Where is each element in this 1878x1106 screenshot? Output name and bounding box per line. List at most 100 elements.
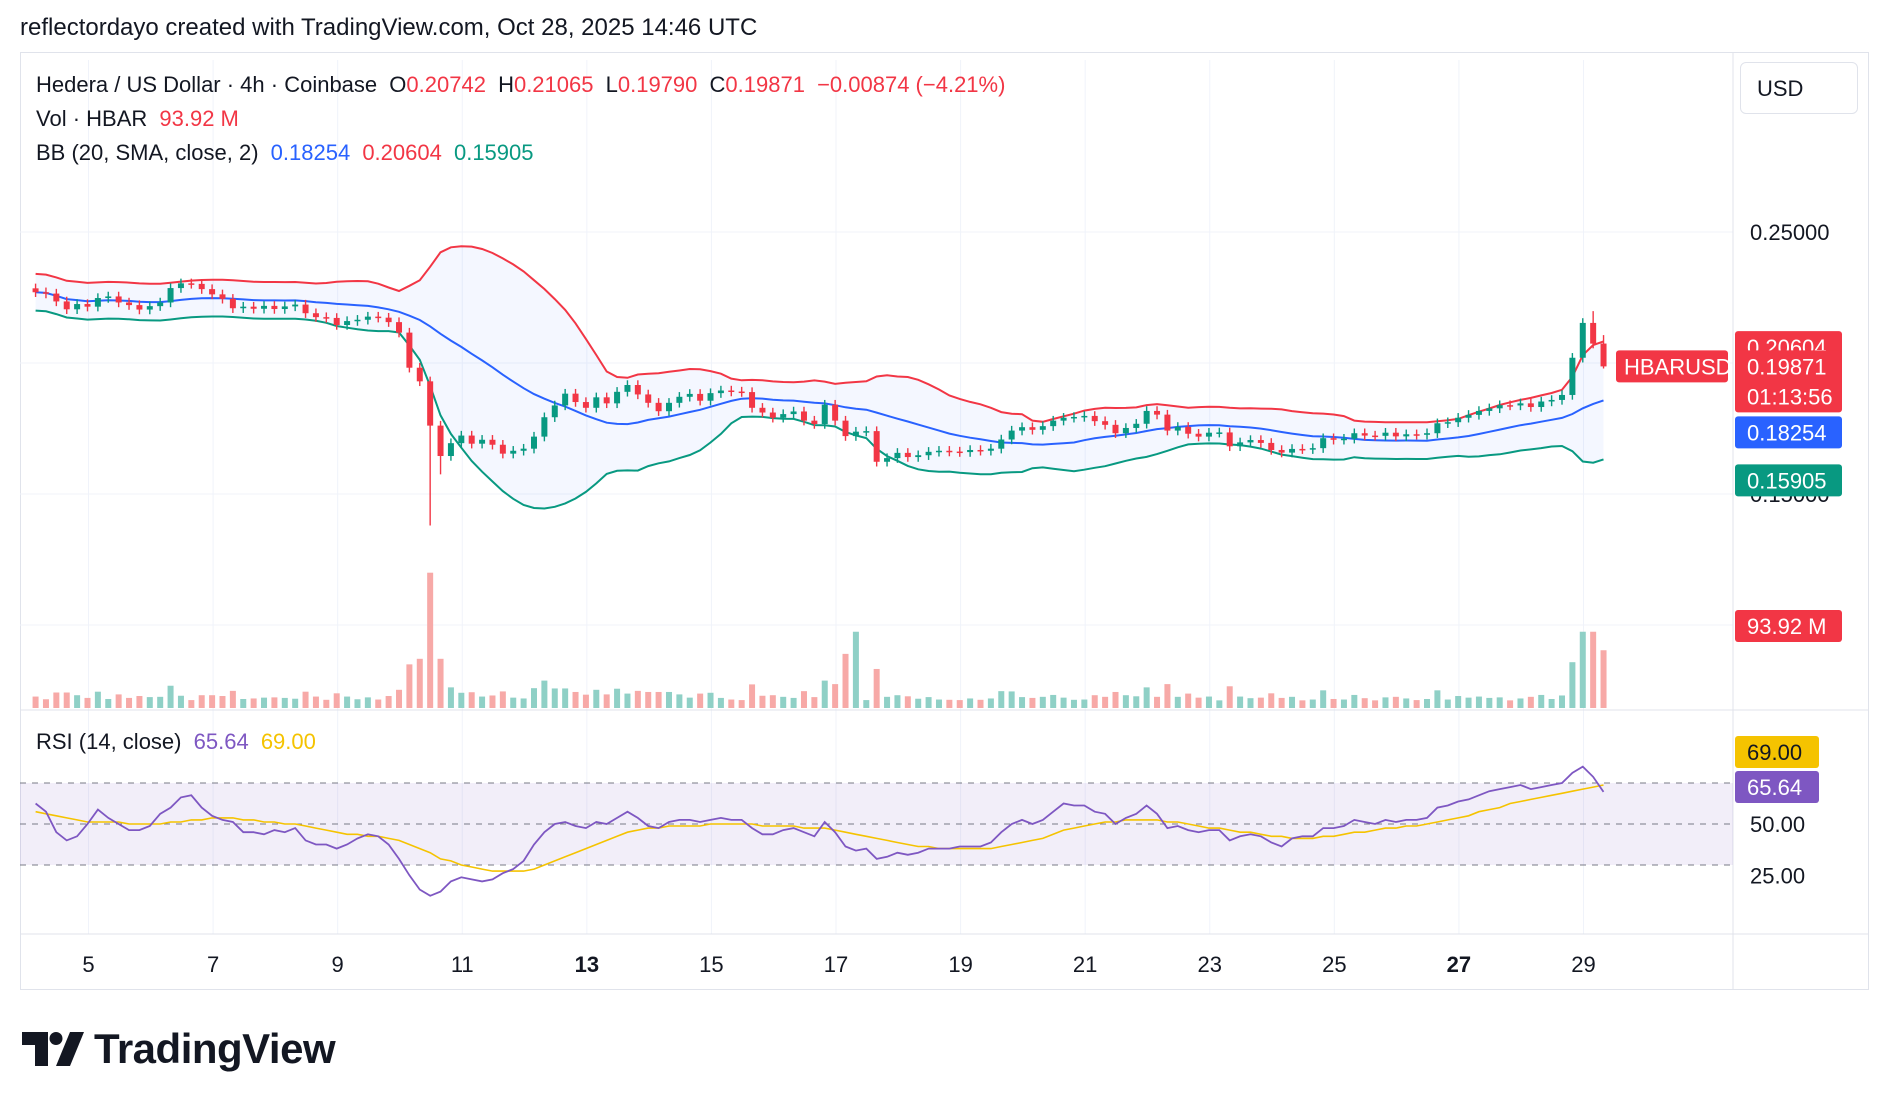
- candle-body[interactable]: [1320, 438, 1327, 449]
- candle-body[interactable]: [1268, 442, 1275, 450]
- candle-body[interactable]: [1413, 434, 1420, 436]
- legend-vol-label[interactable]: Vol · HBAR: [36, 106, 148, 131]
- candle-body[interactable]: [603, 397, 610, 404]
- candle-body[interactable]: [1372, 435, 1379, 438]
- candle-body[interactable]: [665, 402, 672, 412]
- candle-body[interactable]: [209, 289, 216, 295]
- candle-body[interactable]: [146, 306, 153, 310]
- candle-body[interactable]: [530, 436, 537, 449]
- candle-body[interactable]: [1174, 426, 1181, 431]
- candle-body[interactable]: [344, 321, 351, 326]
- candle-body[interactable]: [1205, 432, 1212, 437]
- candle-body[interactable]: [94, 298, 101, 307]
- candle-body[interactable]: [1559, 394, 1566, 400]
- candle-body[interactable]: [126, 302, 133, 306]
- candle-body[interactable]: [1590, 322, 1597, 344]
- candle-body[interactable]: [323, 317, 330, 319]
- candle-body[interactable]: [956, 451, 963, 454]
- candle-body[interactable]: [811, 420, 818, 425]
- candle-body[interactable]: [977, 449, 984, 452]
- candle-body[interactable]: [1527, 403, 1534, 408]
- candle-body[interactable]: [852, 431, 859, 437]
- candle-body[interactable]: [1507, 405, 1514, 407]
- candle-body[interactable]: [1050, 420, 1057, 427]
- candle-body[interactable]: [1081, 415, 1088, 418]
- candle-body[interactable]: [645, 394, 652, 403]
- candle-body[interactable]: [1154, 410, 1161, 415]
- candle-body[interactable]: [271, 305, 278, 310]
- tradingview-logo[interactable]: TradingView: [22, 1025, 336, 1073]
- candle-body[interactable]: [1216, 432, 1223, 434]
- candle-body[interactable]: [1340, 438, 1347, 441]
- candle-body[interactable]: [375, 316, 382, 319]
- candle-body[interactable]: [302, 304, 309, 314]
- candle-body[interactable]: [842, 420, 849, 437]
- candle-body[interactable]: [1299, 448, 1306, 451]
- candle-body[interactable]: [1496, 405, 1503, 409]
- candle-body[interactable]: [32, 288, 39, 293]
- candle-body[interactable]: [1538, 401, 1545, 408]
- candle-body[interactable]: [1517, 403, 1524, 406]
- candle-body[interactable]: [1226, 432, 1233, 447]
- candle-body[interactable]: [1424, 433, 1431, 435]
- candle-body[interactable]: [396, 322, 403, 333]
- currency-button[interactable]: USD: [1740, 62, 1858, 114]
- candle-body[interactable]: [1122, 427, 1129, 434]
- candle-body[interactable]: [1403, 434, 1410, 437]
- candle-body[interactable]: [1091, 415, 1098, 422]
- candle-body[interactable]: [780, 414, 787, 418]
- candle-body[interactable]: [115, 296, 122, 303]
- candle-body[interactable]: [427, 381, 434, 426]
- legend-bb-label[interactable]: BB (20, SMA, close, 2): [36, 140, 259, 165]
- candle-body[interactable]: [42, 292, 49, 294]
- candle-body[interactable]: [1247, 440, 1254, 443]
- candle-body[interactable]: [261, 305, 268, 309]
- candle-body[interactable]: [572, 393, 579, 403]
- candle-body[interactable]: [520, 448, 527, 451]
- candle-body[interactable]: [84, 304, 91, 307]
- candle-body[interactable]: [312, 313, 319, 318]
- candle-body[interactable]: [582, 402, 589, 408]
- candle-body[interactable]: [292, 304, 299, 307]
- candle-body[interactable]: [562, 393, 569, 406]
- candle-body[interactable]: [479, 439, 486, 444]
- candle-body[interactable]: [728, 390, 735, 393]
- candle-body[interactable]: [333, 317, 340, 326]
- candle-body[interactable]: [987, 448, 994, 451]
- candle-body[interactable]: [967, 449, 974, 453]
- candle-body[interactable]: [1486, 408, 1493, 411]
- candle-body[interactable]: [1455, 417, 1462, 423]
- candle-body[interactable]: [167, 288, 174, 303]
- candle-body[interactable]: [769, 412, 776, 418]
- candle-body[interactable]: [707, 393, 714, 401]
- candle-body[interactable]: [240, 306, 247, 309]
- candle-body[interactable]: [1070, 416, 1077, 419]
- candle-body[interactable]: [510, 450, 517, 454]
- candle-body[interactable]: [1008, 430, 1015, 440]
- candle-body[interactable]: [1195, 433, 1202, 437]
- candle-body[interactable]: [1351, 433, 1358, 439]
- candle-body[interactable]: [1039, 426, 1046, 430]
- candle-body[interactable]: [614, 391, 621, 404]
- candle-body[interactable]: [281, 306, 288, 310]
- candle-body[interactable]: [634, 385, 641, 395]
- legend-symbol[interactable]: Hedera / US Dollar · 4h · Coinbase: [36, 72, 378, 97]
- candle-body[interactable]: [884, 458, 891, 462]
- candle-body[interactable]: [738, 391, 745, 394]
- candle-body[interactable]: [1569, 357, 1576, 395]
- candle-body[interactable]: [1465, 414, 1472, 418]
- candle-body[interactable]: [219, 294, 226, 299]
- candle-body[interactable]: [364, 316, 371, 320]
- candle-body[interactable]: [1548, 399, 1555, 402]
- candle-body[interactable]: [188, 283, 195, 285]
- candle-body[interactable]: [157, 302, 164, 307]
- candle-body[interactable]: [935, 450, 942, 453]
- candle-body[interactable]: [790, 411, 797, 415]
- candle-body[interactable]: [105, 296, 112, 299]
- candle-body[interactable]: [1309, 448, 1316, 450]
- candle-body[interactable]: [136, 305, 143, 310]
- candle-body[interactable]: [686, 393, 693, 397]
- candle-body[interactable]: [749, 392, 756, 408]
- candle-body[interactable]: [416, 367, 423, 382]
